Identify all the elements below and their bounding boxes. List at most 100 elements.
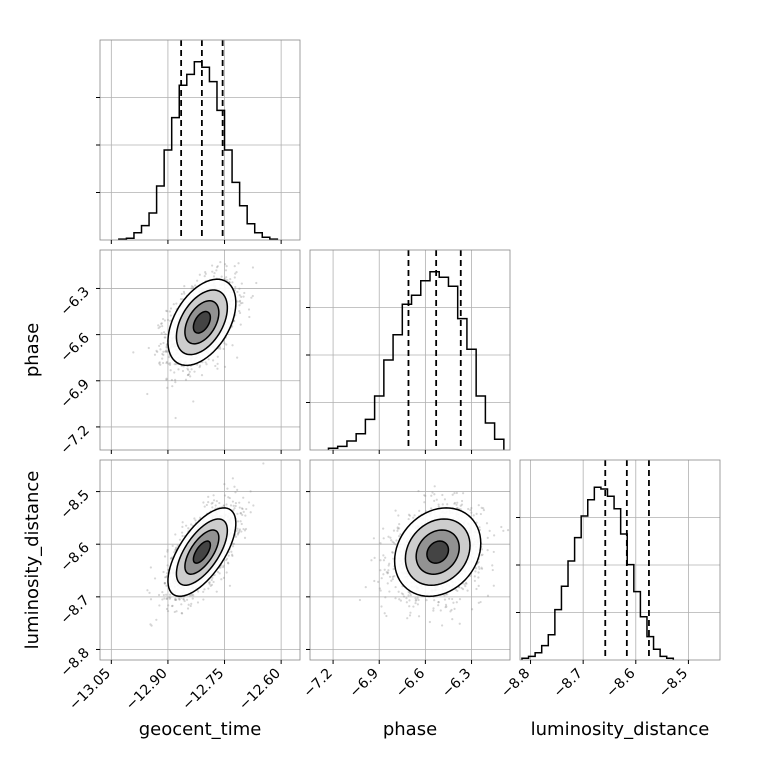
scatter-point bbox=[220, 578, 223, 581]
scatter-point bbox=[388, 590, 391, 593]
scatter-point bbox=[166, 350, 169, 353]
x-tick-label: −12.60 bbox=[236, 666, 284, 714]
scatter-point bbox=[506, 529, 510, 532]
scatter-point bbox=[240, 295, 243, 299]
scatter-point bbox=[423, 501, 426, 504]
scatter-point bbox=[190, 523, 193, 526]
scatter-point bbox=[409, 594, 412, 597]
scatter-point bbox=[189, 375, 192, 378]
scatter-point bbox=[416, 603, 419, 606]
panel-frame bbox=[309, 459, 511, 661]
contour-line bbox=[192, 540, 212, 564]
scatter-point bbox=[243, 536, 247, 539]
scatter-point bbox=[168, 596, 171, 599]
scatter-point bbox=[212, 499, 216, 502]
scatter-point bbox=[242, 510, 245, 513]
scatter-point bbox=[168, 593, 172, 596]
scatter-point bbox=[164, 350, 167, 353]
scatter-point bbox=[207, 495, 210, 498]
scatter-point bbox=[161, 325, 164, 328]
scatter-point bbox=[193, 370, 196, 373]
scatter-point bbox=[182, 597, 185, 601]
scatter-point bbox=[479, 512, 482, 516]
scatter-point bbox=[396, 529, 399, 532]
scatter-point bbox=[480, 567, 484, 570]
scatter-point bbox=[388, 575, 392, 578]
scatter-point bbox=[477, 584, 480, 587]
scatter-point bbox=[165, 597, 168, 601]
scatter-point bbox=[388, 562, 391, 565]
y-tick-label: −7.2 bbox=[57, 422, 92, 457]
scatter-point bbox=[185, 598, 189, 601]
scatter-point bbox=[234, 285, 237, 289]
scatter-point bbox=[196, 601, 200, 604]
scatter-point bbox=[226, 561, 230, 564]
scatter-point bbox=[391, 577, 394, 581]
contour-line bbox=[175, 518, 229, 586]
scatter-point bbox=[432, 607, 435, 610]
scatter-point bbox=[233, 276, 236, 279]
scatter-point bbox=[408, 614, 412, 617]
scatter-point bbox=[161, 352, 164, 356]
scatter-point bbox=[372, 537, 375, 540]
scatter-point bbox=[396, 527, 399, 530]
scatter-point bbox=[156, 350, 159, 353]
scatter-point bbox=[390, 579, 393, 582]
scatter-point bbox=[394, 597, 397, 600]
scatter-point bbox=[488, 529, 491, 532]
y-tick-label: −6.6 bbox=[57, 330, 92, 365]
y-tick-label: −8.7 bbox=[57, 592, 92, 627]
scatter-point bbox=[240, 282, 243, 285]
scatter-point bbox=[240, 522, 243, 526]
scatter-point bbox=[413, 514, 416, 517]
scatter-point bbox=[192, 286, 195, 289]
scatter-point bbox=[175, 598, 178, 601]
scatter-point bbox=[473, 575, 476, 578]
scatter-point bbox=[500, 525, 503, 529]
scatter-point bbox=[170, 604, 174, 608]
scatter-point bbox=[386, 571, 390, 574]
scatter-point bbox=[235, 271, 238, 274]
scatter-point bbox=[407, 594, 410, 597]
scatter-point bbox=[475, 512, 478, 515]
scatter-point bbox=[412, 516, 415, 519]
scatter-point bbox=[163, 336, 166, 339]
scatter-point bbox=[464, 585, 467, 588]
scatter-point bbox=[232, 542, 236, 545]
scatter-point bbox=[437, 600, 440, 604]
scatter-point bbox=[251, 266, 255, 269]
scatter-point bbox=[190, 368, 193, 371]
scatter-point bbox=[162, 570, 165, 574]
scatter-point bbox=[163, 581, 167, 585]
scatter-point bbox=[167, 362, 170, 365]
scatter-point bbox=[241, 513, 244, 516]
scatter-point bbox=[444, 603, 448, 606]
scatter-point bbox=[174, 598, 177, 601]
scatter-point bbox=[169, 369, 172, 372]
scatter-point bbox=[474, 570, 477, 573]
scatter-point bbox=[188, 373, 191, 376]
scatter-point bbox=[382, 573, 385, 576]
scatter-point bbox=[432, 609, 435, 612]
scatter-point bbox=[455, 503, 458, 506]
scatter-point bbox=[173, 551, 176, 554]
scatter-point bbox=[207, 587, 210, 590]
scatter-point bbox=[491, 564, 494, 567]
scatter-point bbox=[238, 300, 241, 303]
scatter-point bbox=[244, 514, 247, 517]
scatter-point bbox=[155, 349, 158, 352]
scatter-point bbox=[190, 594, 193, 597]
scatter-point bbox=[475, 587, 478, 591]
scatter-point bbox=[220, 275, 223, 278]
scatter-point bbox=[394, 509, 397, 512]
scatter-point bbox=[161, 591, 164, 594]
scatter-point bbox=[478, 567, 481, 570]
scatter-point bbox=[443, 498, 447, 501]
histogram-step-line bbox=[327, 271, 505, 450]
scatter-point bbox=[162, 341, 165, 345]
scatter-point bbox=[174, 547, 178, 550]
scatter-point bbox=[486, 594, 490, 597]
scatter-point bbox=[237, 262, 240, 265]
scatter-point bbox=[227, 562, 230, 565]
scatter-point bbox=[389, 536, 392, 539]
